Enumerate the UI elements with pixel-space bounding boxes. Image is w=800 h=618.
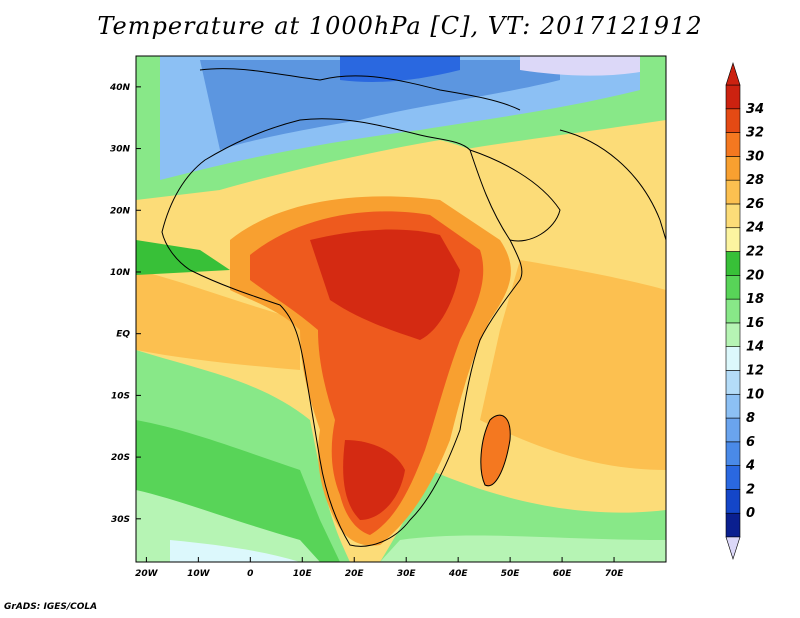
north-darkblue [340,56,460,82]
colorbar-label: 32 [746,126,764,141]
longitude-axis: 20W 10W 0 10E 20E 30E 40E 50E 60E 70E [135,557,624,579]
coastlines [161,68,666,547]
lon-tick-label: 50E [501,569,521,579]
north-lavender [520,56,640,76]
madagascar [480,415,511,486]
colorbar-high-arrow [725,62,741,86]
colorbar-label: 26 [746,197,764,212]
colorbar-label: 14 [746,340,764,355]
lat-tick-label: EQ [116,330,130,340]
colorbar-label: 30 [746,149,764,164]
colorbar-label: 24 [746,221,764,236]
colorbar-segment [725,227,741,252]
temperature-field [136,56,666,562]
colorbar-segment [725,441,741,466]
colorbar-segment [725,156,741,181]
lon-tick-label: 20W [135,569,159,579]
latitude-axis: 40N 30N 20N 10N EQ 10S 20S 30S [109,83,141,525]
colorbar-segment [725,370,741,395]
colorbar-label: 2 [746,482,755,497]
colorbar-segment [725,275,741,300]
colorbar-segment [725,84,741,110]
south-atlantic-cool [170,540,300,562]
arabia-coastline [469,149,561,242]
lon-tick-label: 10W [187,569,211,579]
colorbar-label: 12 [746,364,764,379]
colorbar-segment [725,203,741,229]
colorbar-segment [725,346,741,371]
lat-tick-label: 20N [110,206,131,216]
europe-coastline [199,68,521,111]
tropical-atlantic-green [136,240,230,275]
colorbar-label: 16 [746,316,764,331]
colorbar-label: 6 [746,435,755,450]
lon-tick-label: 20E [345,569,365,579]
colorbar-label: 34 [746,102,764,117]
africa-coastline [161,118,523,547]
colorbar-label: 10 [746,387,764,402]
chart-title: Temperature at 1000hPa [C], VT: 20171219… [97,12,703,40]
lon-tick-label: 60E [553,569,573,579]
colorbar-label: 4 [745,459,755,474]
south-indian-lightgreen [380,535,666,562]
colorbar-segment [725,132,741,157]
lat-tick-label: 30N [110,145,131,155]
colorbar-label: 8 [746,411,755,426]
lat-tick-label: 30S [111,515,130,525]
lon-tick-label: 40E [448,569,469,579]
madagascar-coastline [480,414,511,487]
colorbar-label: 18 [746,292,764,307]
plot-frame [135,55,667,563]
lon-tick-label: 0 [247,569,253,579]
indian-ocean-warm [480,260,666,470]
colorbar-segment [725,251,741,276]
asia-coastline [559,129,666,241]
colorbar-label: 0 [746,506,755,521]
lon-tick-label: 10E [293,569,313,579]
colorbar-low-arrow [725,536,741,560]
grads-credit: GrADS: IGES/COLA [4,602,98,612]
colorbar-segment [725,179,741,205]
colorbar-segment [725,393,741,419]
lon-tick-label: 30E [397,569,417,579]
north-blue [200,60,560,150]
colorbar-segment [725,489,741,514]
colorbar-label: 22 [746,245,764,260]
lon-tick-label: 70E [605,569,625,579]
lat-tick-label: 10N [110,268,131,278]
colorbar-segment [725,417,741,443]
colorbar-segment [725,298,741,324]
colorbar-segment [725,465,741,490]
lat-tick-label: 20S [111,453,130,463]
colorbar-segment [725,322,741,347]
colorbar-label: 20 [746,268,764,283]
gulf-guinea-warm [136,270,300,370]
colorbar-segment [725,512,741,538]
lat-tick-label: 10S [111,391,130,401]
colorbar-segment [725,108,741,133]
sahel-hottest [310,229,460,340]
colorbar-label: 28 [746,173,764,188]
lat-tick-label: 40N [109,83,131,93]
south-africa-hottest [343,440,405,520]
